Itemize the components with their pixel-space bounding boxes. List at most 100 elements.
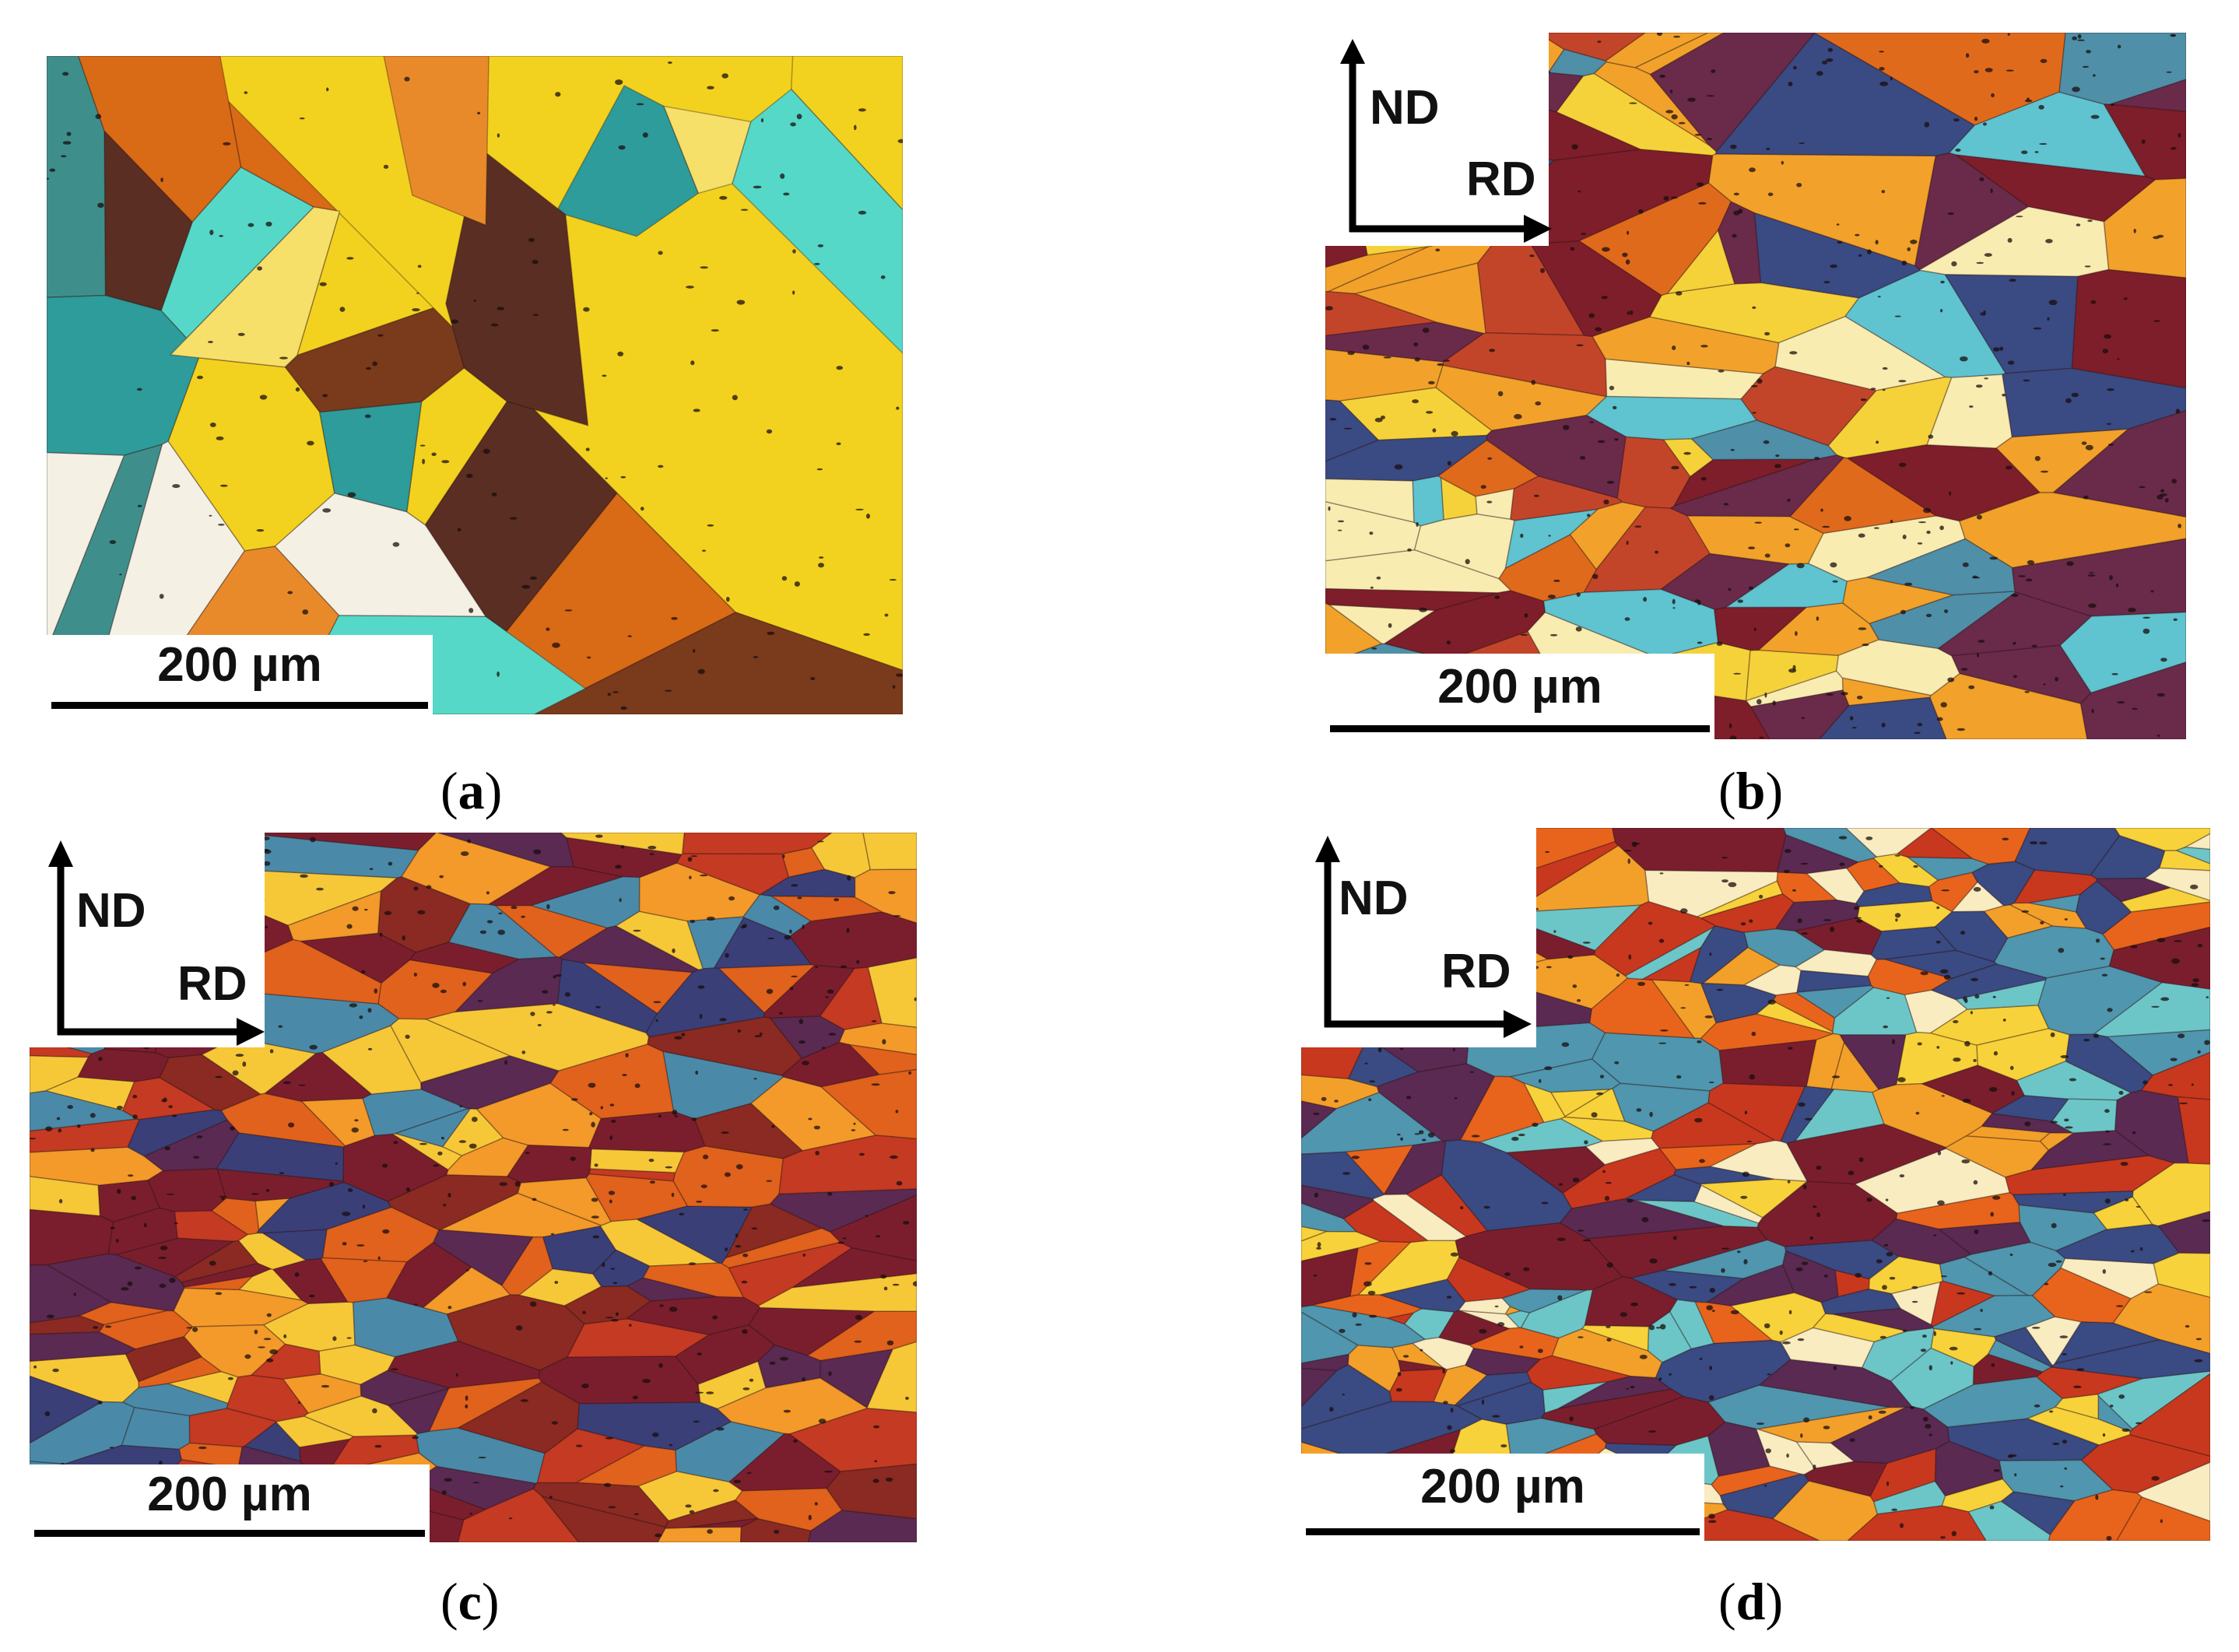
etch-pit	[2139, 1247, 2143, 1251]
etch-pit	[836, 442, 841, 446]
etch-pit	[1641, 1217, 1649, 1222]
etch-pit	[600, 1106, 603, 1110]
etch-pit	[2033, 327, 2042, 330]
etch-pit	[1793, 65, 1797, 70]
etch-pit	[2132, 1131, 2136, 1135]
etch-pit	[1420, 1349, 1423, 1352]
etch-pit	[1878, 1410, 1886, 1414]
etch-pit	[847, 875, 851, 881]
etch-pit	[1748, 586, 1753, 590]
etch-pit	[437, 1151, 443, 1156]
etch-pit	[1460, 1206, 1464, 1210]
etch-pit	[582, 1310, 586, 1314]
etch-pit	[2157, 938, 2166, 942]
etch-pit	[636, 103, 644, 106]
etch-pit	[2087, 219, 2093, 223]
etch-pit	[2106, 423, 2112, 425]
etch-pit	[2197, 1050, 2201, 1054]
etch-pit	[1412, 399, 1419, 404]
etch-pit	[854, 1340, 862, 1343]
etch-pit	[1939, 969, 1949, 973]
etch-pit	[753, 1078, 757, 1080]
etch-pit	[699, 1013, 703, 1019]
etch-pit	[1751, 1031, 1756, 1036]
etch-pit	[1627, 858, 1630, 865]
etch-pit	[1355, 1323, 1362, 1326]
etch-pit	[1678, 121, 1686, 125]
etch-pit	[1670, 89, 1673, 93]
etch-pit	[2107, 444, 2114, 446]
grain	[1526, 1355, 1631, 1391]
etch-pit	[2151, 1005, 2160, 1008]
etch-pit	[359, 1015, 363, 1019]
etch-pit	[1902, 1329, 1907, 1332]
etch-pit	[388, 861, 393, 866]
etch-pit	[649, 1180, 655, 1184]
etch-pit	[1631, 841, 1637, 847]
etch-pit	[451, 319, 458, 324]
etch-pit	[1605, 1181, 1612, 1184]
etch-pit	[607, 693, 611, 696]
etch-pit	[1452, 1048, 1455, 1051]
etch-pit	[546, 1011, 553, 1014]
etch-pit	[1547, 595, 1556, 599]
grain	[790, 56, 903, 211]
grain	[2092, 981, 2210, 1038]
etch-pit	[1974, 1328, 1982, 1331]
etch-pit	[1704, 1015, 1713, 1019]
etch-pit	[817, 244, 824, 247]
etch-pit	[342, 1212, 351, 1216]
etch-pit	[1814, 457, 1820, 461]
grain	[615, 910, 704, 970]
grain	[589, 1148, 686, 1173]
etch-pit	[855, 508, 864, 510]
etch-pit	[1989, 556, 1998, 560]
etch-pit	[703, 1154, 709, 1159]
etch-pit	[1328, 506, 1331, 511]
etch-pit	[1960, 668, 1968, 671]
etch-pit	[740, 209, 749, 211]
etch-pit	[674, 1115, 679, 1117]
etch-pit	[1670, 196, 1678, 199]
etch-pit	[297, 1401, 301, 1405]
etch-pit	[2040, 921, 2044, 924]
etch-pit	[1443, 360, 1451, 362]
etch-pit	[196, 375, 204, 380]
etch-pit	[818, 563, 824, 568]
etch-pit	[583, 307, 590, 312]
etch-pit	[1816, 71, 1823, 76]
etch-pit	[1699, 1357, 1703, 1360]
etch-pit	[903, 1220, 910, 1225]
etch-pit	[1978, 640, 1985, 643]
etch-pit	[620, 845, 625, 849]
grain	[693, 1103, 804, 1159]
etch-pit	[1767, 999, 1776, 1005]
etch-pit	[842, 1237, 847, 1240]
grain	[718, 964, 816, 1014]
etch-pit	[1890, 520, 1893, 524]
grain	[2158, 850, 2210, 872]
etch-pit	[774, 1530, 780, 1534]
etch-pit	[2115, 1305, 2124, 1307]
etch-pit	[1672, 345, 1676, 350]
etch-pit	[896, 673, 903, 677]
etch-pit	[1792, 889, 1796, 892]
etch-pit	[310, 837, 316, 843]
etch-pit	[585, 447, 590, 451]
etch-pit	[769, 1361, 776, 1365]
etch-pit	[871, 1083, 880, 1086]
etch-pit	[1706, 95, 1714, 97]
etch-pit	[634, 1083, 640, 1089]
etch-pit	[1823, 1426, 1830, 1429]
etch-pit	[889, 579, 897, 581]
etch-pit	[2115, 584, 2119, 587]
etch-pit	[426, 885, 432, 889]
etch-pit	[766, 429, 773, 434]
etch-pit	[1329, 1407, 1334, 1412]
etch-pit	[1825, 693, 1834, 696]
etch-pit	[1974, 1229, 1979, 1234]
nd-rd-axes-b	[1340, 39, 1552, 243]
etch-pit	[254, 1329, 258, 1335]
etch-pit	[1962, 562, 1969, 567]
etch-pit	[669, 1307, 678, 1312]
